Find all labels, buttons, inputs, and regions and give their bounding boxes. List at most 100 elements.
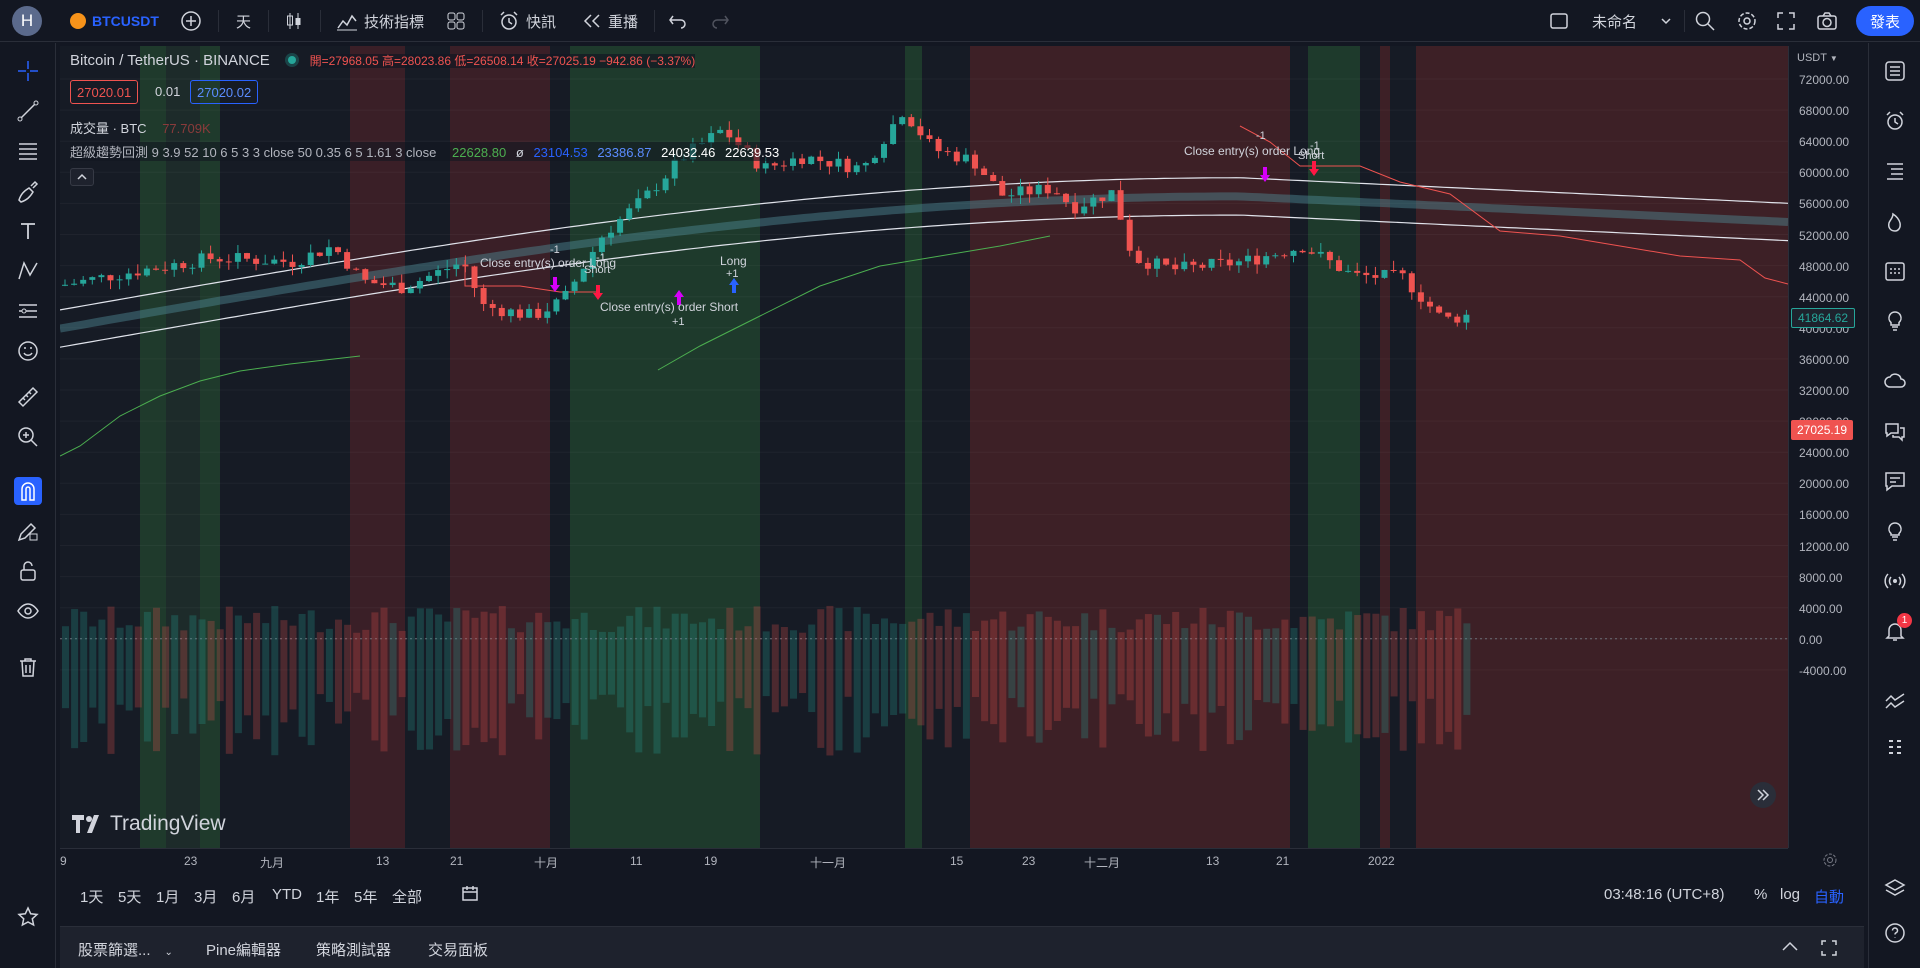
search-button[interactable] xyxy=(1694,0,1716,42)
settings-button[interactable] xyxy=(1736,0,1758,42)
stay-drawing-tool[interactable] xyxy=(14,517,42,545)
range-button[interactable]: 全部 xyxy=(392,889,423,906)
streams-button[interactable] xyxy=(1881,367,1909,395)
object-tree-button[interactable] xyxy=(1881,157,1909,185)
ideas-button[interactable] xyxy=(1881,307,1909,335)
tab-trading-panel[interactable]: 交易面板 xyxy=(428,939,488,960)
candle-body xyxy=(1445,312,1452,317)
volume-bar xyxy=(935,625,943,709)
crosshair-tool[interactable] xyxy=(14,57,42,85)
range-button[interactable]: 1天 xyxy=(80,889,104,906)
candle-body xyxy=(89,277,96,280)
range-button[interactable]: 3月 xyxy=(194,889,218,906)
tradingview-watermark[interactable]: TradingView xyxy=(72,812,226,836)
volume-legend[interactable]: 成交量 · BTC 77.709K xyxy=(70,118,211,137)
auto-scale-toggle[interactable]: 自動 xyxy=(1814,889,1845,906)
currency-selector[interactable]: USDT ▼ xyxy=(1797,52,1838,64)
layout-name-button[interactable]: 未命名 xyxy=(1592,0,1673,42)
text-tool[interactable] xyxy=(14,217,42,245)
measure-tool[interactable] xyxy=(14,383,42,411)
layers-button[interactable] xyxy=(1881,875,1909,903)
collapse-legend-button[interactable] xyxy=(70,168,94,186)
tips-button[interactable] xyxy=(1881,517,1909,545)
tab-label: Pine編輯器 xyxy=(206,942,282,959)
watchlist-button[interactable] xyxy=(1881,57,1909,85)
calendar-button[interactable] xyxy=(1881,257,1909,285)
fullscreen-button[interactable] xyxy=(1776,0,1796,42)
buy-price-button[interactable]: 27020.02 xyxy=(190,80,259,104)
help-button[interactable] xyxy=(1881,919,1909,947)
goto-date-button[interactable] xyxy=(460,884,482,909)
alert-button[interactable]: 快訊 xyxy=(498,0,556,42)
layouts-button[interactable] xyxy=(446,0,466,42)
time-axis[interactable]: 9 23 九月 13 21 十月 11 19 十一月 15 23 十二月 13 21 2022 xyxy=(60,848,1788,872)
compare-symbol-button[interactable] xyxy=(180,0,202,42)
volume-bar xyxy=(134,626,142,708)
range-button[interactable]: 1年 xyxy=(316,889,340,906)
interval-button[interactable]: 天 xyxy=(236,0,251,42)
volume-bar xyxy=(580,612,588,740)
range-button[interactable]: YTD xyxy=(272,886,302,903)
range-button[interactable]: 6月 xyxy=(232,889,256,906)
price-axis[interactable]: USDT ▼ 72000.00 68000.00 64000.00 60000.00 5… xyxy=(1788,46,1864,848)
chart-type-button[interactable] xyxy=(284,0,304,42)
ruler-icon xyxy=(17,386,39,408)
order-panel-button[interactable] xyxy=(1881,733,1909,761)
candlestick-chart[interactable] xyxy=(60,46,1788,848)
timezone-clock[interactable]: 03:48:16 (UTC+8) xyxy=(1604,886,1725,903)
redo-icon xyxy=(712,15,729,29)
favorites-tool[interactable] xyxy=(14,903,42,931)
hide-drawings-tool[interactable] xyxy=(14,597,42,625)
candle-body xyxy=(153,268,159,270)
notifications-button[interactable]: 1 xyxy=(1881,613,1912,645)
maximize-panel-button[interactable] xyxy=(1820,939,1838,962)
main-chart-pane[interactable]: Bitcoin / TetherUS · BINANCE 開=27968.05 … xyxy=(60,46,1788,848)
replay-button[interactable]: 重播 xyxy=(582,0,638,42)
range-button[interactable]: 5年 xyxy=(354,889,378,906)
undo-button[interactable] xyxy=(668,0,688,42)
strategy-legend[interactable]: 超級趨勢回測 9 3.9 52 10 6 5 3 3 close 50 0.35… xyxy=(70,142,780,161)
notes-button[interactable] xyxy=(1881,467,1909,495)
tab-stock-screener[interactable]: 股票篩選... ⌄ xyxy=(78,939,173,960)
candle-body xyxy=(134,273,141,276)
symbol-title[interactable]: Bitcoin / TetherUS · BINANCE xyxy=(70,52,270,69)
range-button[interactable]: 1月 xyxy=(156,889,180,906)
magnet-tool[interactable] xyxy=(14,477,42,505)
icon-tool[interactable] xyxy=(14,337,42,365)
snapshot-button[interactable] xyxy=(1816,0,1838,42)
tab-pine-editor[interactable]: Pine編輯器 xyxy=(206,939,281,960)
fib-tool[interactable] xyxy=(14,137,42,165)
tab-strategy-tester[interactable]: 策略測試器 xyxy=(316,939,391,960)
hotlists-button[interactable] xyxy=(1881,207,1909,235)
lock-drawings-tool[interactable] xyxy=(14,557,42,585)
user-avatar[interactable]: H xyxy=(12,6,42,36)
time-tick-label: 十月 xyxy=(534,856,559,870)
zoom-tool[interactable] xyxy=(14,423,42,451)
axis-settings-button[interactable] xyxy=(1820,850,1840,870)
publish-button[interactable]: 發表 xyxy=(1856,6,1914,36)
indicators-button[interactable]: 技術指標 xyxy=(336,0,424,42)
percent-scale-toggle[interactable]: % xyxy=(1754,886,1768,903)
prediction-tool[interactable] xyxy=(14,297,42,325)
sell-price-button[interactable]: 27020.01 xyxy=(70,80,139,104)
volume-bar xyxy=(990,619,998,725)
redo-button[interactable] xyxy=(710,0,730,42)
log-scale-toggle[interactable]: log xyxy=(1780,886,1801,903)
symbol-search-button[interactable]: BTCUSDT xyxy=(70,0,159,42)
chats-button[interactable] xyxy=(1881,417,1909,445)
scroll-to-realtime-button[interactable] xyxy=(1750,782,1776,808)
fullscreen-toggle-button[interactable] xyxy=(1548,0,1570,42)
pattern-tool[interactable] xyxy=(14,257,42,285)
volume-bar xyxy=(162,626,170,708)
candle-body xyxy=(1172,264,1179,270)
range-button[interactable]: 5天 xyxy=(118,889,142,906)
remove-drawings-tool[interactable] xyxy=(14,653,42,681)
broadcast-button[interactable] xyxy=(1881,567,1909,595)
volume-bar xyxy=(662,628,670,703)
trend-line-tool[interactable] xyxy=(14,97,42,125)
dom-button[interactable] xyxy=(1881,687,1909,715)
expand-panel-button[interactable] xyxy=(1780,939,1800,960)
last-price-tag: 27025.19 xyxy=(1791,420,1854,440)
alerts-button[interactable] xyxy=(1881,107,1909,135)
brush-tool[interactable] xyxy=(14,177,42,205)
